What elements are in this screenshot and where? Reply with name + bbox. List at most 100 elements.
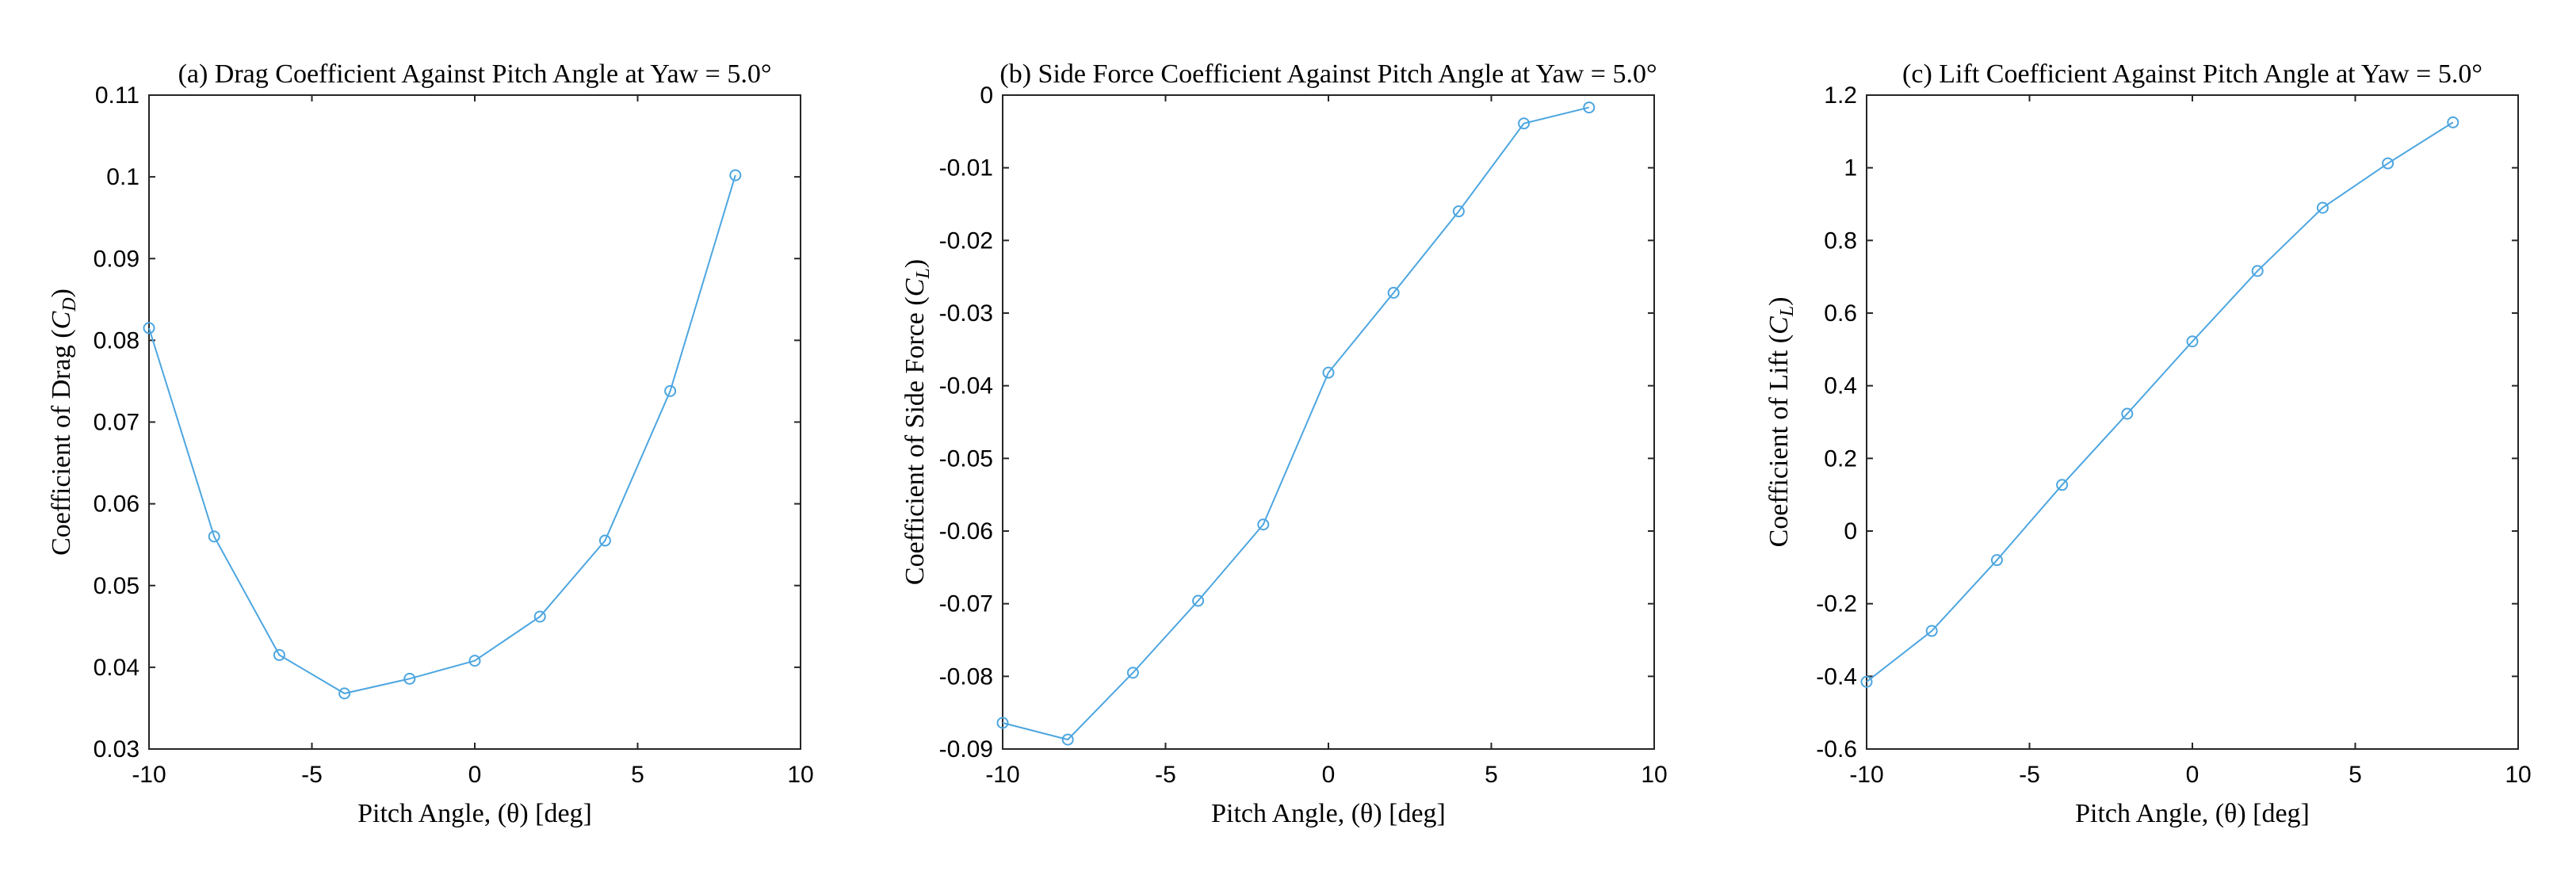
x-tick-label: 10 xyxy=(2505,762,2531,788)
x-tick-label: 5 xyxy=(631,762,644,788)
y-axis-label-symbol: C xyxy=(47,311,76,329)
y-tick-label: -0.2 xyxy=(1816,591,1857,617)
x-tick-label: 5 xyxy=(2349,762,2362,788)
y-tick-label: 0.05 xyxy=(94,573,140,599)
y-axis-label-text: Coefficient of Side Force ( xyxy=(900,296,930,585)
axes-box xyxy=(1002,94,1655,750)
series-line xyxy=(1866,121,2454,682)
y-axis-label-symbol: C xyxy=(1764,316,1794,334)
y-tick-label: -0.06 xyxy=(939,518,993,545)
y-axis-label-close: ) xyxy=(1764,297,1794,306)
data-point-marker xyxy=(1061,733,1074,746)
data-point-marker xyxy=(1518,117,1531,130)
y-tick-label: 0.07 xyxy=(94,410,140,436)
x-axis-label: Pitch Angle, (θ) [deg] xyxy=(2075,799,2310,828)
panel-lift-coefficient: -10 -5 0 5 10 -0.6 -0.4 -0.2 0 0.2 0.4 0.6 0.8 1 1.2 (c… xyxy=(1764,59,2532,828)
y-axis-label-symbol: C xyxy=(900,278,930,296)
x-tick-label: 0 xyxy=(2186,762,2200,788)
x-tick-label: 0 xyxy=(1322,762,1336,788)
y-axis-label: Coefficient of Side Force (CL) xyxy=(900,259,934,585)
y-tick-label: -0.05 xyxy=(939,445,993,472)
data-point-marker xyxy=(2316,201,2329,214)
x-tick-label: 10 xyxy=(1641,762,1667,788)
data-point-marker xyxy=(468,655,481,667)
data-point-marker xyxy=(1452,205,1465,218)
y-axis-label-text: Coefficient of Drag ( xyxy=(47,329,76,555)
x-tick-label: -5 xyxy=(2019,762,2040,788)
y-tick-label: 0.06 xyxy=(94,491,140,518)
data-point-marker xyxy=(598,534,611,547)
y-axis-label-close: ) xyxy=(900,259,930,268)
y-tick-label: 0.04 xyxy=(94,655,140,681)
x-axis-label: Pitch Angle, (θ) [deg] xyxy=(357,799,592,828)
data-point-marker xyxy=(1322,366,1335,379)
y-axis-label: Coefficient of Drag (CD) xyxy=(47,289,80,556)
data-point-marker xyxy=(664,384,677,397)
x-tick-label: -10 xyxy=(985,762,1019,788)
y-axis-label-subscript: D xyxy=(59,297,80,311)
x-tick-label: -10 xyxy=(1849,762,1883,788)
y-tick-label: 0 xyxy=(980,82,993,109)
y-axis-label-subscript: L xyxy=(913,268,934,279)
data-point-marker xyxy=(1387,286,1400,299)
chart-title: (a) Drag Coefficient Against Pitch Angle… xyxy=(178,59,772,89)
data-point-marker xyxy=(1990,554,2003,567)
data-point-marker xyxy=(2056,479,2069,491)
y-tick-label: -0.03 xyxy=(939,300,993,327)
y-tick-label: 0 xyxy=(1844,518,1857,545)
y-tick-label: 0.4 xyxy=(1824,373,1857,399)
data-point-marker xyxy=(273,648,285,661)
data-point-marker xyxy=(1860,675,1873,688)
chart-title: (b) Side Force Coefficient Against Pitch… xyxy=(999,59,1657,89)
data-point-marker xyxy=(2121,407,2134,420)
y-axis-label: Coefficient of Lift (CL) xyxy=(1764,297,1798,548)
data-point-marker xyxy=(2251,265,2264,277)
y-tick-label: 0.1 xyxy=(106,164,140,190)
panel-side-force-coefficient: -10 -5 0 5 10 -0.09 -0.08 -0.07 -0.06 -0.05 -0.04 -… xyxy=(900,59,1668,828)
y-axis-label-subscript: L xyxy=(1777,306,1798,317)
chart-title: (c) Lift Coefficient Against Pitch Angle… xyxy=(1902,59,2482,89)
x-tick-label: 5 xyxy=(1485,762,1498,788)
data-point-marker xyxy=(1583,101,1596,114)
y-tick-label: 0.09 xyxy=(94,246,140,272)
x-tick-label: 0 xyxy=(468,762,482,788)
y-tick-label: -0.01 xyxy=(939,155,993,182)
y-tick-label: -0.02 xyxy=(939,227,993,254)
series-line xyxy=(148,174,736,694)
y-tick-label: -0.09 xyxy=(939,736,993,762)
data-point-marker xyxy=(208,530,220,543)
y-tick-label: 0.08 xyxy=(94,327,140,354)
series-line xyxy=(1002,106,1590,741)
data-point-marker xyxy=(996,717,1009,729)
y-tick-label: -0.08 xyxy=(939,663,993,690)
data-point-marker xyxy=(1925,625,1938,637)
y-tick-label: 0.11 xyxy=(95,82,140,109)
y-tick-label: -0.04 xyxy=(939,373,993,399)
y-tick-label: -0.6 xyxy=(1816,736,1857,762)
data-point-marker xyxy=(1192,594,1205,607)
y-tick-label: -0.4 xyxy=(1816,663,1857,690)
x-tick-label: -5 xyxy=(301,762,323,788)
y-tick-label: 0.6 xyxy=(1824,300,1857,327)
x-tick-label: 10 xyxy=(787,762,813,788)
data-point-marker xyxy=(1257,518,1270,531)
data-point-marker xyxy=(533,610,546,623)
y-tick-label: 0.8 xyxy=(1824,227,1857,254)
y-tick-label: 1.2 xyxy=(1824,82,1857,109)
data-point-marker xyxy=(2447,116,2459,128)
data-point-marker xyxy=(143,322,155,334)
axes-box xyxy=(148,94,801,750)
axes-box xyxy=(1866,94,2519,750)
data-point-marker xyxy=(2186,335,2199,348)
data-point-marker xyxy=(2382,157,2394,170)
data-point-marker xyxy=(1126,667,1139,679)
y-tick-label: 0.2 xyxy=(1824,445,1857,472)
y-tick-label: 0.03 xyxy=(94,736,140,762)
y-tick-label: -0.07 xyxy=(939,591,993,617)
x-tick-label: -10 xyxy=(132,762,166,788)
data-point-marker xyxy=(338,687,351,700)
y-tick-label: 1 xyxy=(1844,155,1857,182)
y-axis-label-text: Coefficient of Lift ( xyxy=(1764,334,1794,547)
data-point-marker xyxy=(729,169,742,182)
